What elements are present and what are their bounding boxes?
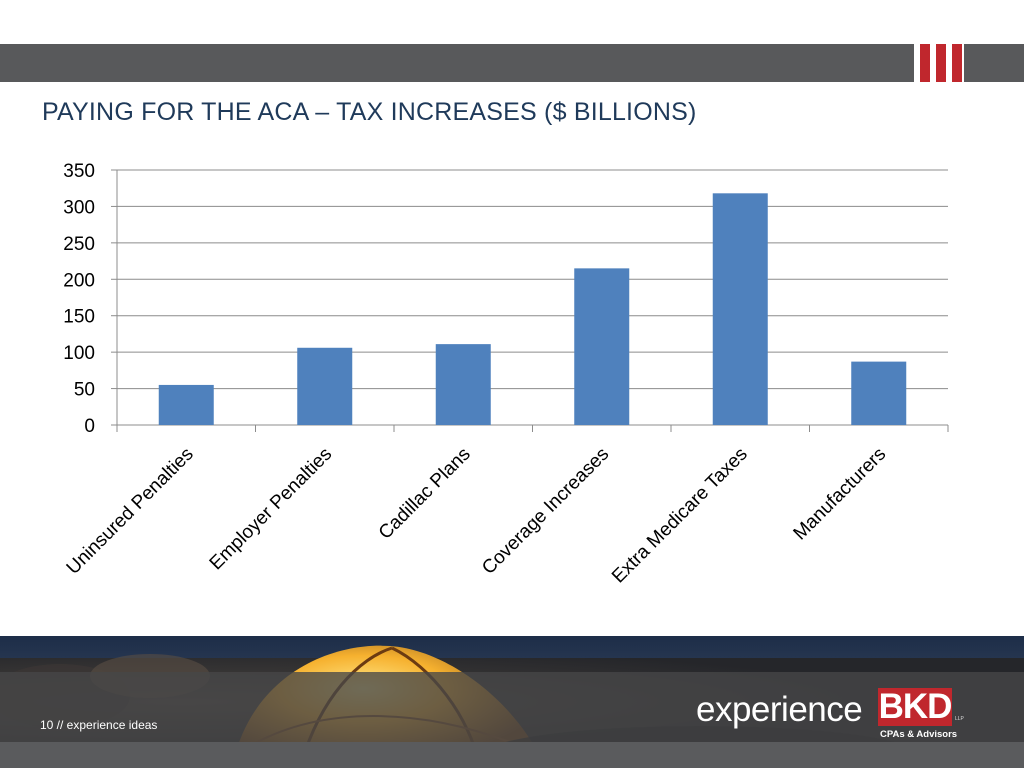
- bar: [574, 268, 630, 425]
- footer-overlay: [0, 672, 1024, 742]
- bar-chart: 0 50 100 150 200 250 300 350 Uninsured Penalties…: [63, 161, 949, 588]
- y-tick-label: 0: [84, 416, 95, 437]
- logo-word: experience: [696, 690, 863, 729]
- logo-mark: BKD: [878, 687, 952, 726]
- x-tick-label: Employer Penalties: [206, 444, 337, 575]
- header-stripes-icon: [914, 44, 964, 82]
- x-tick-label: Extra Medicare Taxes: [608, 444, 752, 588]
- y-tick-label: 300: [63, 197, 95, 218]
- y-tick-label: 50: [74, 380, 95, 401]
- y-tick-label: 350: [63, 161, 95, 182]
- logo-tagline: CPAs & Advisors: [880, 729, 958, 740]
- y-tick-label: 250: [63, 234, 95, 255]
- slide-title: PAYING FOR THE ACA – TAX INCREASES ($ BI…: [42, 98, 697, 126]
- x-tick-label: Cadillac Plans: [375, 444, 475, 544]
- y-tick-label: 150: [63, 307, 95, 328]
- bar: [297, 347, 353, 425]
- y-tick-label: 100: [63, 343, 95, 364]
- header-band: [0, 44, 1024, 82]
- bar: [851, 361, 907, 425]
- bar: [435, 344, 491, 425]
- bar: [158, 384, 214, 425]
- bar: [712, 193, 768, 425]
- footer-bottom-bar: [0, 742, 1024, 768]
- header-stripe: [920, 44, 930, 82]
- bkd-logo: experience BKD LLP CPAs & Advisors: [696, 688, 966, 742]
- header-stripe: [936, 44, 946, 82]
- x-tick-label: Uninsured Penalties: [63, 444, 198, 579]
- footer: 10 // experience ideas experience BKD LL…: [0, 636, 1024, 768]
- logo-suffix: LLP: [955, 716, 964, 722]
- header-stripe: [952, 44, 962, 82]
- x-tick-label: Manufacturers: [790, 444, 891, 545]
- x-tick-label: Coverage Increases: [478, 444, 613, 579]
- page-caption: 10 // experience ideas: [40, 718, 158, 732]
- y-tick-label: 200: [63, 270, 95, 291]
